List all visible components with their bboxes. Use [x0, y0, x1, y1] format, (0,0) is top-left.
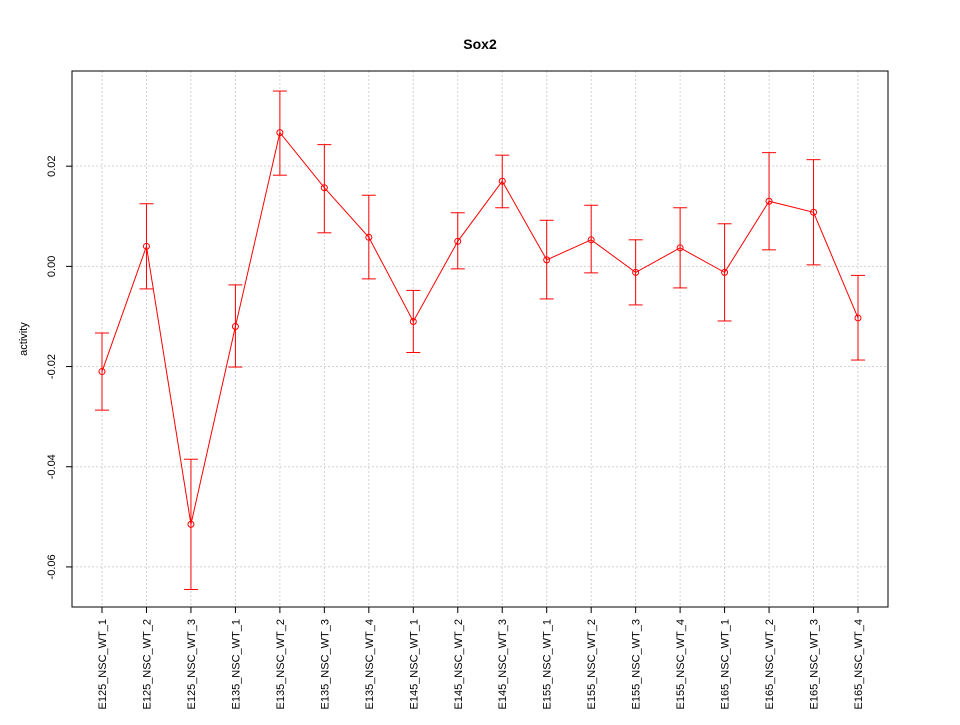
x-tick-label: E145_NSC_WT_1	[408, 619, 420, 710]
y-tick-label: -0.04	[46, 454, 58, 479]
data-point	[365, 233, 373, 241]
data-point	[810, 208, 818, 216]
data-point	[454, 237, 462, 245]
y-tick-label: 0.00	[46, 256, 58, 277]
y-tick-label: -0.02	[46, 354, 58, 379]
data-point	[98, 368, 106, 376]
data-point	[543, 256, 551, 264]
x-tick-label: E165_NSC_WT_3	[809, 619, 821, 710]
x-tick-label: E165_NSC_WT_2	[764, 619, 776, 710]
data-layer	[95, 90, 865, 590]
data-point	[276, 129, 284, 137]
x-tick-label: E155_NSC_WT_2	[586, 619, 598, 710]
data-point	[231, 322, 239, 330]
data-point	[854, 314, 862, 322]
data-point	[409, 317, 417, 325]
x-tick-label: E155_NSC_WT_3	[631, 619, 643, 710]
data-point	[676, 244, 684, 252]
x-tick-label: E135_NSC_WT_1	[230, 619, 242, 710]
x-tick-label: E135_NSC_WT_3	[319, 619, 331, 710]
y-axis-label: activity	[18, 322, 30, 356]
data-point	[632, 268, 640, 276]
x-tick-label: E125_NSC_WT_3	[186, 619, 198, 710]
data-point	[765, 197, 773, 205]
x-tick-label: E125_NSC_WT_1	[97, 619, 109, 710]
x-tick-label: E135_NSC_WT_2	[275, 619, 287, 710]
y-axis: 0.02 0.00 -0.02 -0.04 -0.06	[46, 155, 72, 579]
data-point	[142, 242, 150, 250]
x-tick-label: E135_NSC_WT_4	[364, 619, 376, 710]
x-tick-label: E155_NSC_WT_4	[675, 619, 687, 710]
y-tick-label: -0.06	[46, 554, 58, 579]
series-line	[101, 131, 859, 525]
plot-frame	[71, 70, 889, 608]
data-point	[587, 236, 595, 244]
x-tick-label: E165_NSC_WT_1	[720, 619, 732, 710]
data-point	[187, 520, 195, 528]
x-tick-label: E165_NSC_WT_4	[853, 619, 865, 710]
x-axis: E125_NSC_WT_1 E125_NSC_WT_2 E125_NSC_WT_3 E…	[97, 607, 865, 710]
chart-title: Sox2	[463, 36, 497, 52]
data-point	[721, 268, 729, 276]
y-tick-label: 0.02	[46, 155, 58, 176]
x-tick-label: E145_NSC_WT_2	[453, 619, 465, 710]
x-tick-label: E125_NSC_WT_2	[141, 619, 153, 710]
x-tick-label: E155_NSC_WT_1	[542, 619, 554, 710]
grid-layer	[72, 71, 888, 607]
data-point	[498, 177, 506, 185]
x-tick-label: E145_NSC_WT_3	[497, 619, 509, 710]
data-point	[320, 184, 328, 192]
